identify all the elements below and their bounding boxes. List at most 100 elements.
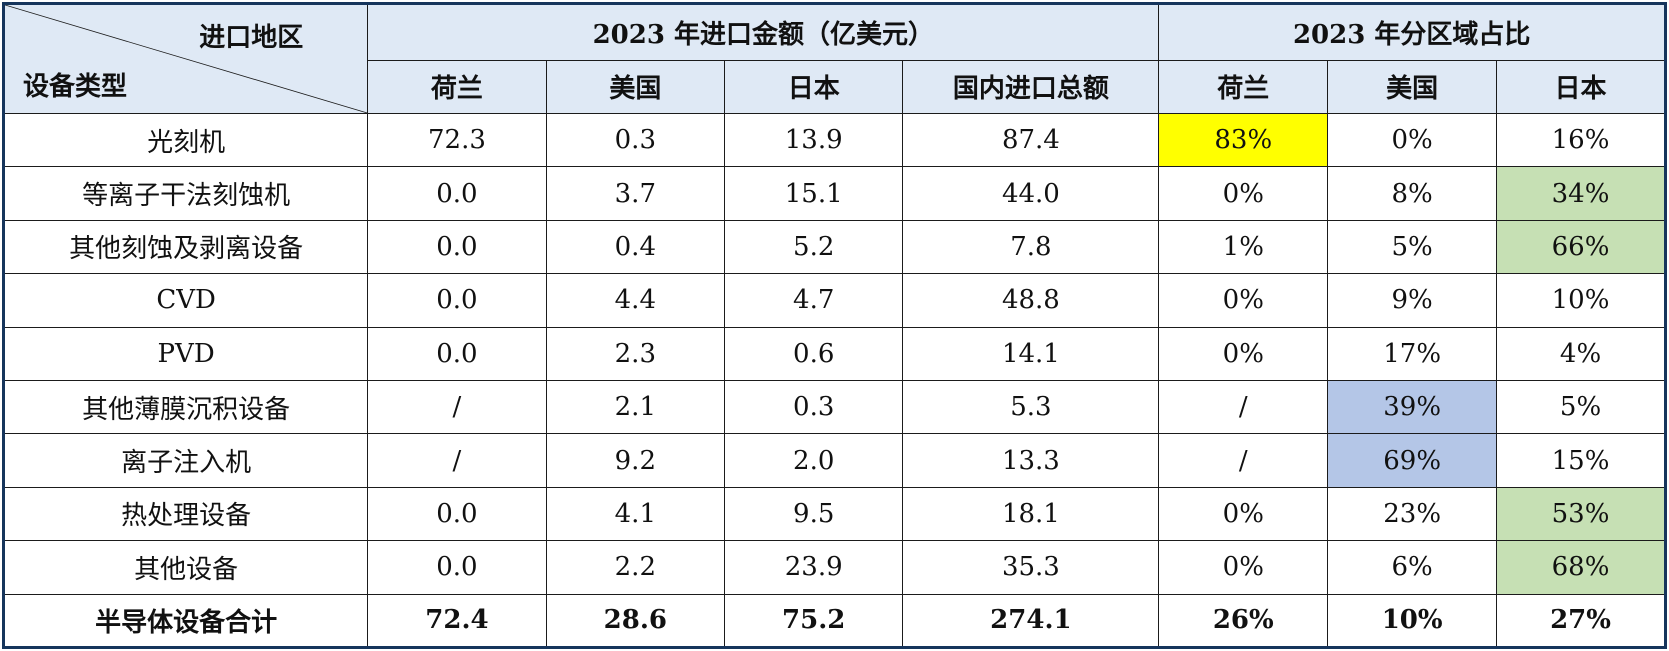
table-row: 离子注入机 / 9.2 2.0 13.3 / 69% 15%: [2, 433, 1666, 488]
total-share-jp: 27%: [1496, 593, 1666, 648]
cell-amount-jp: 15.1: [724, 166, 904, 221]
total-amount-us: 28.6: [545, 593, 726, 648]
cell-share-us: 9%: [1327, 273, 1498, 328]
cell-amount-nl: 0.0: [367, 486, 547, 542]
cell-share-us: 0%: [1327, 112, 1498, 168]
cell-amount-us: 9.2: [545, 433, 726, 488]
cell-share-jp: 10%: [1496, 273, 1666, 328]
total-row-label: 半导体设备合计: [2, 593, 369, 648]
cell-share-jp-highlight: 68%: [1496, 540, 1666, 595]
col-header-amount-nl: 荷兰: [367, 59, 547, 114]
cell-amount-us: 3.7: [545, 166, 726, 221]
cell-amount-nl: 0.0: [367, 326, 547, 381]
cell-amount-us: 2.3: [545, 326, 726, 381]
cell-share-nl: /: [1158, 379, 1329, 435]
cell-amount-nl: 0.0: [367, 540, 547, 595]
cell-amount-jp: 0.6: [724, 326, 904, 381]
header-row-1: 进口地区 设备类型 2023 年进口金额（亿美元） 2023 年分区域占比: [2, 3, 1666, 114]
cell-share-us: 8%: [1327, 166, 1498, 221]
row-label: 热处理设备: [2, 486, 369, 542]
cell-share-us-highlight: 69%: [1327, 433, 1498, 488]
cell-share-nl: 0%: [1158, 166, 1329, 221]
cell-amount-nl: 72.3: [367, 112, 547, 168]
table-row: 光刻机 72.3 0.3 13.9 87.4 83% 0% 16%: [2, 112, 1666, 168]
cell-amount-nl: 0.0: [367, 273, 547, 328]
table-row: 热处理设备 0.0 4.1 9.5 18.1 0% 23% 53%: [2, 486, 1666, 542]
cell-amount-nl: 0.0: [367, 219, 547, 275]
col-header-amount-us: 美国: [545, 59, 726, 114]
total-amount-nl: 72.4: [367, 593, 547, 648]
cell-share-nl: 0%: [1158, 273, 1329, 328]
row-label: 离子注入机: [2, 433, 369, 488]
cell-share-nl: 0%: [1158, 326, 1329, 381]
header-row-2: 荷兰 美国 日本 国内进口总额 荷兰 美国 日本: [4, 59, 1666, 114]
cell-amount-jp: 23.9: [724, 540, 904, 595]
row-label: 等离子干法刻蚀机: [2, 166, 369, 221]
cell-amount-total: 5.3: [902, 379, 1160, 435]
cell-amount-jp: 4.7: [724, 273, 904, 328]
cell-share-jp: 16%: [1496, 112, 1666, 168]
cell-amount-total: 18.1: [902, 486, 1160, 542]
table-row: 其他刻蚀及剥离设备 0.0 0.4 5.2 7.8 1% 5% 66%: [2, 219, 1666, 275]
cell-share-us: 5%: [1327, 219, 1498, 275]
col-header-share-us: 美国: [1327, 59, 1498, 114]
cell-share-nl: /: [1158, 433, 1329, 488]
group-header-amount: 2023 年进口金额（亿美元）: [367, 3, 1160, 61]
row-label: 其他薄膜沉积设备: [2, 379, 369, 435]
cell-share-jp: 5%: [1496, 379, 1666, 435]
cell-amount-jp: 2.0: [724, 433, 904, 488]
row-label: PVD: [2, 326, 369, 381]
cell-share-jp-highlight: 66%: [1496, 219, 1666, 275]
cell-amount-us: 2.1: [545, 379, 726, 435]
cell-share-us: 23%: [1327, 486, 1498, 542]
corner-header-cell: 进口地区 设备类型: [2, 3, 369, 114]
cell-share-jp: 15%: [1496, 433, 1666, 488]
cell-share-us: 6%: [1327, 540, 1498, 595]
cell-amount-total: 35.3: [902, 540, 1160, 595]
cell-share-jp: 4%: [1496, 326, 1666, 381]
total-share-nl: 26%: [1158, 593, 1329, 648]
diagonal-line: [5, 5, 367, 113]
cell-amount-nl: /: [367, 433, 547, 488]
cell-amount-nl: /: [367, 379, 547, 435]
cell-share-nl: 0%: [1158, 486, 1329, 542]
cell-amount-jp: 5.2: [724, 219, 904, 275]
cell-amount-jp: 13.9: [724, 112, 904, 168]
row-label: CVD: [2, 273, 369, 328]
total-amount-total: 274.1: [902, 593, 1160, 648]
cell-share-nl: 0%: [1158, 540, 1329, 595]
cell-share-us: 17%: [1327, 326, 1498, 381]
row-label: 其他刻蚀及剥离设备: [2, 219, 369, 275]
row-label: 光刻机: [2, 112, 369, 168]
col-header-share-nl: 荷兰: [1158, 59, 1329, 114]
cell-amount-total: 13.3: [902, 433, 1160, 488]
cell-amount-nl: 0.0: [367, 166, 547, 221]
corner-type-label: 设备类型: [23, 71, 128, 102]
col-header-amount-jp: 日本: [724, 59, 904, 114]
cell-amount-jp: 9.5: [724, 486, 904, 542]
cell-amount-jp: 0.3: [724, 379, 904, 435]
cell-share-nl-highlight: 83%: [1158, 112, 1329, 168]
cell-share-jp-highlight: 53%: [1496, 486, 1666, 542]
col-header-amount-total: 国内进口总额: [902, 59, 1160, 114]
cell-amount-us: 0.3: [545, 112, 726, 168]
cell-share-us-highlight: 39%: [1327, 379, 1498, 435]
total-row: 半导体设备合计 72.4 28.6 75.2 274.1 26% 10% 27%: [2, 593, 1666, 648]
cell-share-nl: 1%: [1158, 219, 1329, 275]
table-row: 其他设备 0.0 2.2 23.9 35.3 0% 6% 68%: [2, 540, 1666, 595]
cell-amount-us: 0.4: [545, 219, 726, 275]
col-header-share-jp: 日本: [1496, 59, 1666, 114]
cell-amount-us: 4.1: [545, 486, 726, 542]
cell-amount-total: 14.1: [902, 326, 1160, 381]
cell-amount-us: 4.4: [545, 273, 726, 328]
cell-amount-total: 87.4: [902, 112, 1160, 168]
table-row: PVD 0.0 2.3 0.6 14.1 0% 17% 4%: [2, 326, 1666, 381]
cell-amount-total: 7.8: [902, 219, 1160, 275]
total-share-us: 10%: [1327, 593, 1498, 648]
cell-share-jp-highlight: 34%: [1496, 166, 1666, 221]
cell-amount-us: 2.2: [545, 540, 726, 595]
table-row: 等离子干法刻蚀机 0.0 3.7 15.1 44.0 0% 8% 34%: [2, 166, 1666, 221]
group-header-share: 2023 年分区域占比: [1158, 3, 1666, 61]
